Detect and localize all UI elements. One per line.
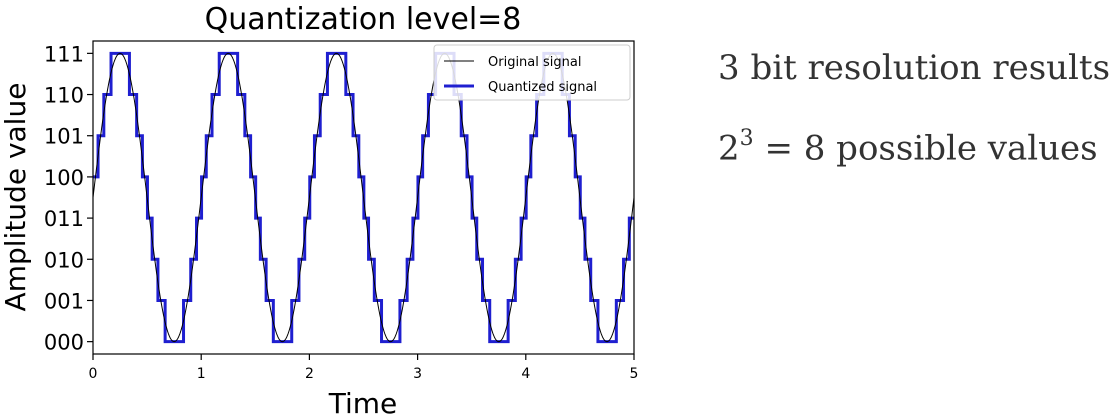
legend-quantized-label: Quantized signal xyxy=(488,80,597,95)
legend: Original signal Quantized signal xyxy=(433,44,631,101)
y-tick-label: 110 xyxy=(44,84,84,108)
x-tick-label: 5 xyxy=(630,366,639,382)
y-tick-label: 000 xyxy=(44,331,84,355)
y-tick-label: 100 xyxy=(44,166,84,190)
caption-resolution: 3 bit resolution results in xyxy=(718,48,1120,88)
y-tick-label: 011 xyxy=(44,207,84,231)
quantization-chart: Quantization level=8 0000010100111001011… xyxy=(0,2,639,420)
legend-box xyxy=(433,44,631,101)
chart-title: Quantization level=8 xyxy=(205,2,522,37)
y-axis: 000 001 010 011 100 101 110 111 xyxy=(44,42,93,355)
x-tick-label: 0 xyxy=(89,366,98,382)
x-axis-label: Time xyxy=(328,387,398,420)
caption-base: 2 xyxy=(718,128,740,169)
legend-original-label: Original signal xyxy=(488,55,581,70)
caption-rest: = 8 possible values xyxy=(753,128,1098,169)
x-tick-label: 1 xyxy=(197,366,206,382)
y-tick-label: 010 xyxy=(44,248,84,272)
y-tick-label: 101 xyxy=(44,125,84,149)
caption-possible-values: 23 = 8 possible values xyxy=(718,126,1098,169)
y-tick-label: 111 xyxy=(44,42,84,66)
caption-exponent: 3 xyxy=(739,126,754,151)
y-axis-label: Amplitude value xyxy=(0,83,32,312)
x-tick-label: 2 xyxy=(305,366,314,382)
y-tick-label: 001 xyxy=(44,289,84,313)
x-tick-label: 3 xyxy=(413,366,422,382)
x-axis: 0 1 2 3 4 5 xyxy=(89,354,639,382)
plot-frame xyxy=(92,40,635,355)
x-tick-label: 4 xyxy=(521,366,530,382)
